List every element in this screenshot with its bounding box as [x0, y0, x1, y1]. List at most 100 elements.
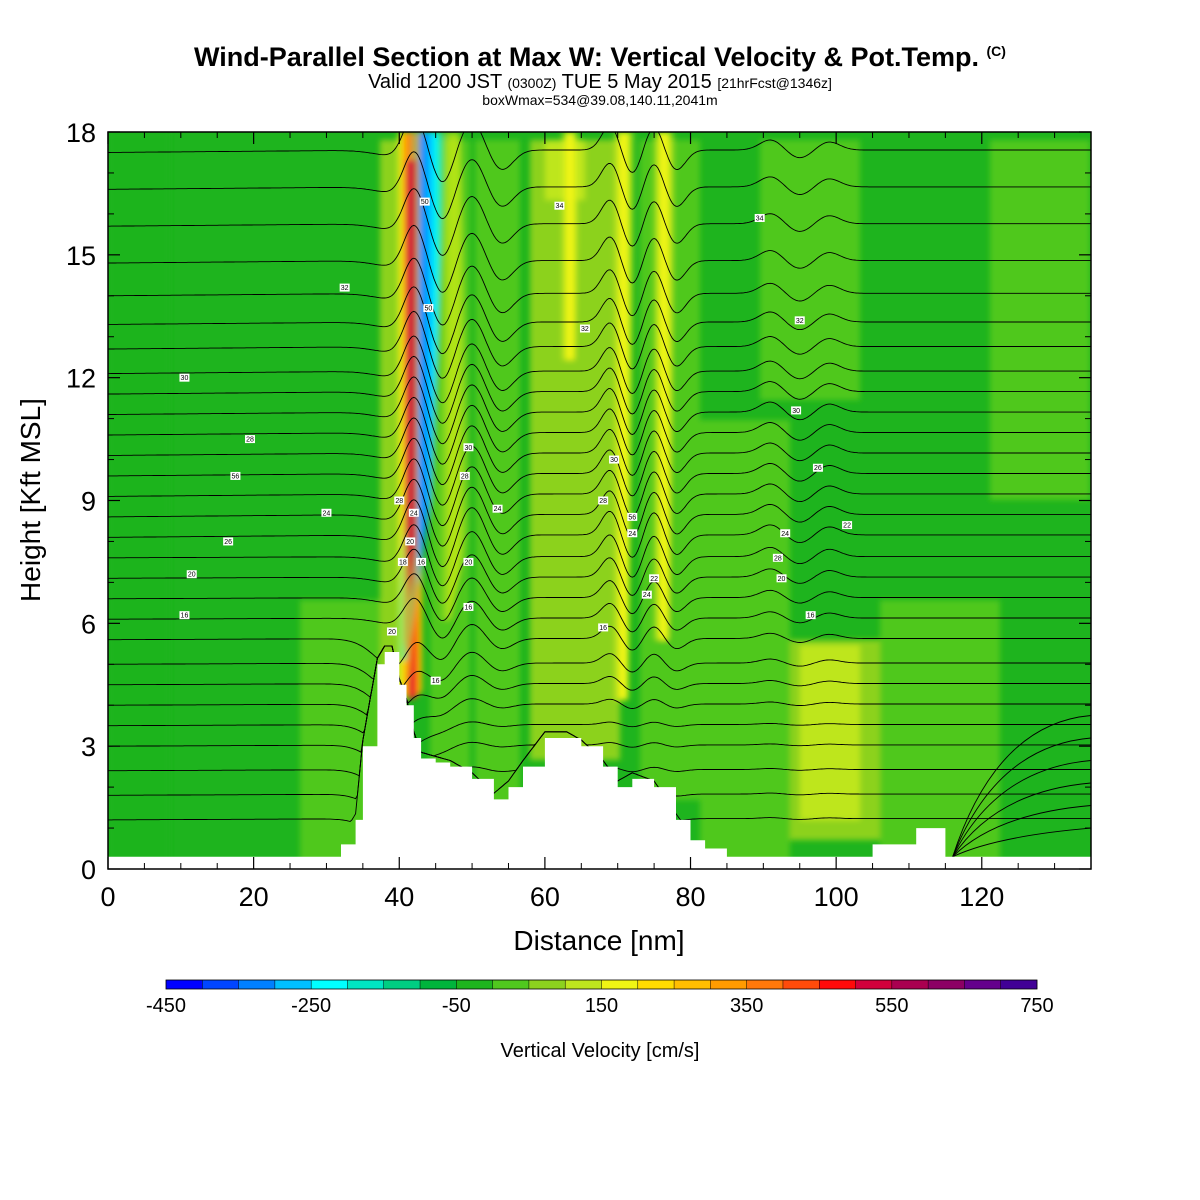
colorbar-tick-label: -250: [291, 995, 331, 1017]
isentrope-label: 20: [465, 559, 473, 566]
isentrope-label: 24: [628, 531, 636, 538]
colorbar-tick-label: 150: [585, 995, 618, 1017]
y-tick-label: 6: [81, 609, 96, 639]
isentrope-label: 16: [465, 604, 473, 611]
copyright-mark: (C): [986, 43, 1006, 59]
x-tick-label: 80: [675, 882, 705, 912]
colorbar-swatch: [1000, 980, 1038, 989]
isentrope-line: [952, 715, 1091, 857]
isentrope-label: 18: [399, 559, 407, 566]
field-band-8: [990, 140, 1090, 500]
isentrope-label-bg: [776, 574, 787, 583]
isentrope-label-bg: [780, 529, 791, 538]
isentropes: [108, 132, 1091, 858]
isentrope-label: 20: [188, 572, 196, 579]
isentrope-label-bg: [754, 213, 765, 222]
isentrope-label: 24: [781, 531, 789, 538]
colorbar: -450 -250 -50 150 350 550 750: [146, 979, 1054, 1017]
box-wmax-line: boxWmax=534@39.08,140.11,2041m: [482, 92, 718, 108]
isentrope-label-bg: [794, 316, 805, 325]
isentrope-label: 16: [807, 613, 815, 620]
isentrope-label: 50: [424, 306, 432, 313]
colorbar-swatch: [347, 980, 385, 989]
isentrope-label: 30: [610, 457, 618, 464]
isentrope-line: [108, 645, 1091, 687]
isentrope-line: [108, 257, 1091, 326]
x-tick-label: 40: [384, 882, 414, 912]
isentrope-line: [108, 458, 1091, 527]
isentrope-label-bg: [386, 627, 397, 636]
colorbar-tick-label: -50: [442, 995, 471, 1017]
isentrope-label-bg: [405, 537, 416, 546]
isentrope-label-bg: [419, 197, 430, 206]
y-axis-label: Height [Kft MSL]: [15, 398, 46, 602]
y-tick-label: 9: [81, 487, 96, 517]
isentrope-label-bg: [463, 557, 474, 566]
isentrope-label-bg: [598, 496, 609, 505]
colorbar-swatch: [274, 980, 312, 989]
isentrope-label: 24: [323, 510, 331, 517]
isentrope-label: 16: [181, 613, 189, 620]
isentrope-label: 28: [461, 473, 469, 480]
isentrope-labels: 16 20 26 24 56 28 30 32 34 34 32 30 26 22 24 28 20 16 30 32…: [179, 197, 853, 685]
field-weak-updraft: [800, 645, 860, 820]
updraft-band-48: [438, 132, 470, 620]
colorbar-swatch: [674, 980, 711, 989]
isentrope-line: [108, 573, 1091, 622]
isentrope-label-bg: [598, 623, 609, 632]
isentrope-label: 34: [556, 203, 564, 210]
colorbar-swatch: [928, 980, 965, 989]
colorbar-tick-label: 350: [730, 995, 763, 1017]
isentrope-line: [952, 805, 1091, 858]
isentrope-label-bg: [416, 557, 427, 566]
isentrope-label: 32: [796, 318, 804, 325]
isentrope-line: [952, 782, 1091, 857]
isentrope-label-bg: [609, 455, 620, 464]
isentrope-label-bg: [772, 553, 783, 562]
isentrope-line: [108, 335, 1091, 404]
colorbar-swatch: [238, 980, 276, 989]
colorbar-swatch: [964, 980, 1002, 989]
isentrope-line: [108, 597, 1091, 639]
isentrope-line: [108, 499, 1091, 568]
colorbar-swatch: [166, 980, 203, 989]
isentrope-label-bg: [492, 504, 503, 513]
isentrope-label-bg: [579, 324, 590, 333]
isentrope-label: 30: [181, 375, 189, 382]
y-tick-label: 3: [81, 732, 96, 762]
isentrope-label: 32: [341, 285, 349, 292]
colorbar-tick-label: 750: [1020, 995, 1053, 1017]
isentrope-line: [108, 524, 1091, 587]
colorbar-swatch: [601, 980, 639, 989]
colorbar-swatch: [819, 980, 856, 989]
colorbar-swatch: [528, 980, 566, 989]
isentrope-line: [108, 624, 1091, 667]
colorbar-swatch: [637, 980, 675, 989]
x-tick-label: 20: [239, 882, 269, 912]
isentrope-label: 16: [432, 678, 440, 685]
isentrope-label: 32: [581, 326, 589, 333]
y-tick-label: 18: [66, 118, 96, 148]
isentrope-line: [952, 760, 1091, 857]
updraft-band-72: [612, 132, 636, 700]
isentrope-line: [108, 645, 1091, 757]
x-tick-label: 0: [100, 882, 115, 912]
isentrope-label: 34: [756, 215, 764, 222]
isentrope-label: 28: [395, 498, 403, 505]
isentrope-label: 30: [465, 445, 473, 452]
isentrope-label-bg: [627, 529, 638, 538]
isentrope-label: 24: [410, 510, 418, 517]
isentrope-label-bg: [842, 521, 853, 530]
isentrope-label-bg: [179, 373, 190, 382]
isentrope-line: [108, 548, 1091, 604]
colorbar-swatch: [456, 980, 493, 989]
colorbar-swatch: [311, 980, 348, 989]
isentrope-label-bg: [339, 283, 350, 292]
isentrope-label: 22: [843, 523, 851, 530]
isentrope-label-bg: [423, 304, 434, 313]
isentrope-label-bg: [230, 471, 241, 480]
isentrope-line: [108, 188, 1091, 256]
isentrope-label: 28: [774, 555, 782, 562]
isentrope-label-bg: [459, 471, 470, 480]
